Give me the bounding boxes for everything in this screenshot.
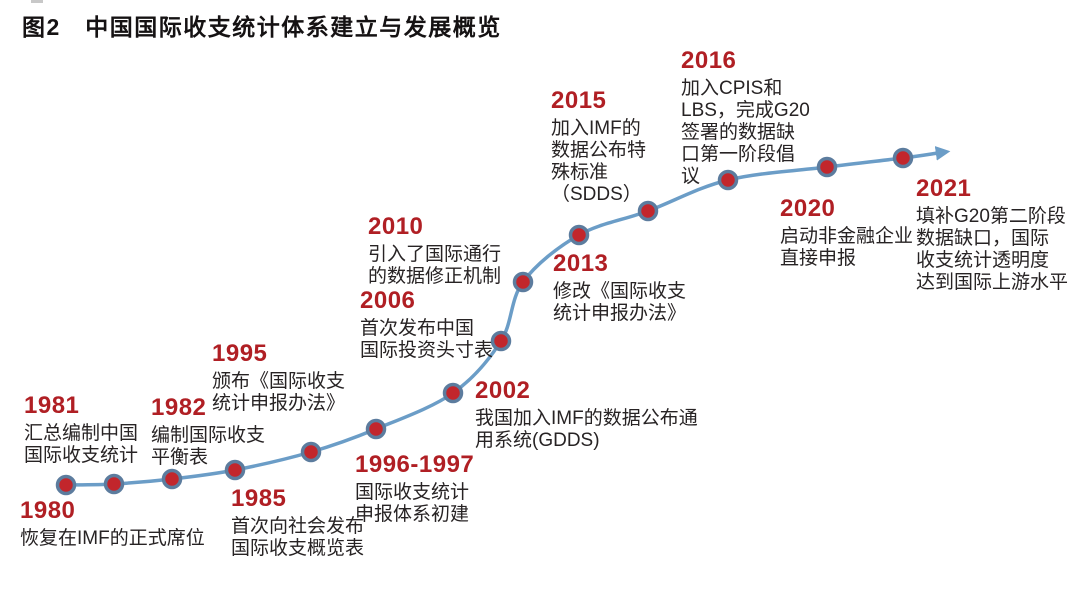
event-description-line: 申报体系初建 bbox=[355, 504, 470, 525]
event-description-line: 引入了国际通行 bbox=[368, 244, 502, 265]
event-year-2016: 2016 bbox=[681, 47, 737, 74]
timeline-event-1995: 1995 颁布《国际收支 统计申报办法》 bbox=[212, 341, 345, 415]
timeline-event-1996-1997: 1996-1997 国际收支统计 申报体系初建 bbox=[355, 452, 474, 526]
timeline-event-2021: 2021 填补G20第二阶段 数据缺口，国际 收支统计透明度 达到国际上游水平 bbox=[916, 176, 1068, 294]
event-description-line: 国际投资头寸表 bbox=[360, 340, 494, 361]
event-description-line: 汇总编制中国 bbox=[24, 423, 139, 444]
timeline-dot-2020 bbox=[816, 156, 838, 178]
event-description-line: 修改《国际收支 bbox=[553, 281, 687, 302]
timeline-dot-1985 bbox=[224, 459, 246, 481]
timeline-dot-1982 bbox=[161, 468, 183, 490]
timeline-dot-2006 bbox=[490, 330, 512, 352]
timeline-dot-1981 bbox=[103, 473, 125, 495]
timeline-dot-2002 bbox=[442, 382, 464, 404]
event-description-line: 我国加入IMF的数据公布通 bbox=[475, 408, 698, 429]
event-year-1982: 1982 bbox=[151, 394, 207, 421]
event-year-1995: 1995 bbox=[212, 340, 268, 367]
timeline-dot-1996-1997 bbox=[365, 418, 387, 440]
event-description-line: 议 bbox=[681, 166, 701, 187]
event-description-line: 殊标准 bbox=[551, 162, 609, 183]
event-description-line: 统计申报办法》 bbox=[212, 393, 346, 414]
event-description-line: 数据公布特 bbox=[551, 140, 647, 161]
timeline-dot-2010 bbox=[512, 271, 534, 293]
event-year-1996-1997: 1996-1997 bbox=[355, 451, 475, 478]
event-year-2020: 2020 bbox=[780, 195, 836, 222]
timeline-event-2015: 2015 加入IMF的 数据公布特 殊标准 （SDDS） bbox=[551, 88, 646, 206]
event-description-line: 的数据修正机制 bbox=[368, 266, 502, 287]
timeline-dots bbox=[55, 147, 914, 496]
event-description-line: 收支统计透明度 bbox=[916, 250, 1050, 271]
timeline-event-1982: 1982 编制国际收支 平衡表 bbox=[151, 395, 265, 469]
event-year-2013: 2013 bbox=[553, 250, 609, 277]
event-description-line: 编制国际收支 bbox=[151, 425, 266, 446]
event-description-line: 平衡表 bbox=[151, 447, 209, 468]
event-description-line: 国际收支统计 bbox=[355, 482, 470, 503]
timeline-dot-2015 bbox=[637, 200, 659, 222]
event-year-1981: 1981 bbox=[24, 392, 80, 419]
event-description-line: 首次发布中国 bbox=[360, 318, 475, 339]
timeline-event-2020: 2020 启动非金融企业 直接申报 bbox=[780, 196, 913, 270]
event-year-1980: 1980 bbox=[20, 497, 76, 524]
timeline-event-2006: 2006 首次发布中国 国际投资头寸表 bbox=[360, 288, 493, 362]
event-description-line: 启动非金融企业 bbox=[780, 226, 914, 247]
event-description-line: 达到国际上游水平 bbox=[916, 272, 1069, 293]
timeline-event-1980: 1980 恢复在IMF的正式席位 bbox=[20, 498, 205, 550]
event-description-line: 加入CPIS和 bbox=[681, 78, 783, 99]
event-description-line: 填补G20第二阶段 bbox=[916, 206, 1066, 227]
timeline-dot-1980 bbox=[55, 474, 77, 496]
figure-title: 图2 中国国际收支统计体系建立与发展概览 bbox=[22, 14, 502, 40]
event-year-1985: 1985 bbox=[231, 485, 287, 512]
event-year-2010: 2010 bbox=[368, 213, 424, 240]
event-description-line: 加入IMF的 bbox=[551, 118, 641, 139]
event-description-line: 签署的数据缺 bbox=[681, 122, 796, 143]
event-description-line: 恢复在IMF的正式席位 bbox=[20, 528, 205, 549]
timeline-event-2002: 2002 我国加入IMF的数据公布通 用系统(GDDS) bbox=[475, 378, 698, 452]
event-description-line: 用系统(GDDS) bbox=[475, 430, 600, 451]
event-description-line: 直接申报 bbox=[780, 248, 857, 269]
timeline-dot-2013 bbox=[568, 224, 590, 246]
timeline-event-1985: 1985 首次向社会发布 国际收支概览表 bbox=[231, 486, 364, 560]
event-description-line: （SDDS） bbox=[551, 184, 642, 205]
timeline-event-2010: 2010 引入了国际通行 的数据修正机制 bbox=[368, 214, 501, 288]
timeline-dot-2016 bbox=[717, 169, 739, 191]
event-description-line: 颁布《国际收支 bbox=[212, 371, 346, 392]
timeline-event-2016: 2016 加入CPIS和 LBS，完成G20 签署的数据缺 口第一阶段倡议 bbox=[681, 48, 810, 188]
event-description-line: 国际收支统计 bbox=[24, 445, 139, 466]
timeline-dot-2021 bbox=[892, 147, 914, 169]
event-year-2021: 2021 bbox=[916, 175, 972, 202]
event-year-2006: 2006 bbox=[360, 287, 416, 314]
event-description-line: 口第一阶段倡 bbox=[681, 144, 796, 165]
event-description-line: 数据缺口，国际 bbox=[916, 228, 1050, 249]
timeline-event-2013: 2013 修改《国际收支 统计申报办法》 bbox=[553, 251, 686, 325]
event-description-line: 首次向社会发布 bbox=[231, 516, 365, 537]
event-year-2015: 2015 bbox=[551, 87, 607, 114]
event-description-line: 统计申报办法》 bbox=[553, 303, 687, 324]
timeline-dot-1995 bbox=[300, 441, 322, 463]
scan-artifact bbox=[31, 0, 43, 3]
event-year-2002: 2002 bbox=[475, 377, 531, 404]
timeline-event-1981: 1981 汇总编制中国 国际收支统计 bbox=[24, 393, 138, 467]
event-description-line: LBS，完成G20 bbox=[681, 100, 810, 121]
event-description-line: 国际收支概览表 bbox=[231, 538, 365, 559]
